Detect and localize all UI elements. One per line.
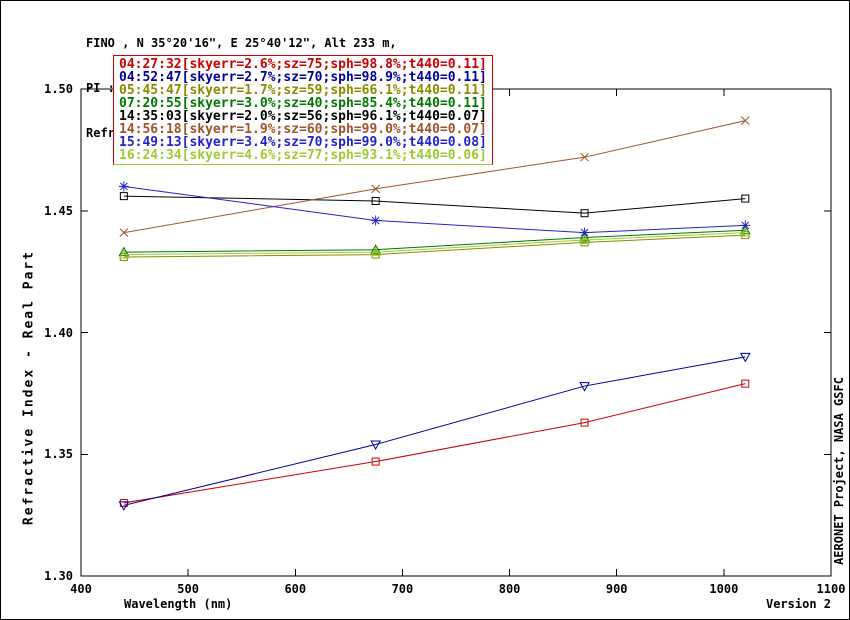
- x-axis-title: Wavelength (nm): [124, 597, 233, 611]
- legend-entry: 04:52:47[skyerr=2.7%;sz=70;sph=98.9%;t44…: [119, 70, 487, 85]
- legend-entry: 14:35:03[skyerr=2.0%;sz=56;sph=96.1%;t44…: [119, 109, 487, 124]
- y-tick-label: 1.45: [44, 203, 73, 218]
- y-tick-label: 1.50: [44, 82, 73, 96]
- x-tick-label: 1000: [709, 582, 739, 596]
- legend-entry: 15:49:13[skyerr=3.4%;sz=70;sph=99.0%;t44…: [119, 135, 487, 150]
- y-tick-label: 1.35: [44, 447, 73, 462]
- aeronet-credit-label: AERONET Project, NASA GSFC: [832, 377, 846, 565]
- legend-entry: 07:20:55[skyerr=3.0%;sz=40;sph=85.4%;t44…: [119, 96, 487, 111]
- legend-entry: 04:27:32[skyerr=2.6%;sz=75;sph=98.8%;t44…: [119, 57, 487, 72]
- x-tick-label: 600: [284, 582, 307, 596]
- series-3: [118, 224, 751, 257]
- legend-entry: 05:45:47[skyerr=1.7%;sz=59;sph=66.1%;t44…: [119, 83, 487, 98]
- version-label: Version 2: [765, 597, 831, 611]
- x-tick-label: 900: [605, 582, 628, 596]
- site-info-line: FINO , N 35°20'16", E 25°40'12", Alt 233…: [86, 36, 397, 50]
- series-4: [119, 192, 750, 218]
- y-tick-label: 1.40: [44, 325, 73, 340]
- y-tick-label: 1.30: [44, 569, 73, 583]
- series-7: [118, 227, 751, 259]
- x-tick-label: 1100: [816, 582, 846, 596]
- x-tick-label: 700: [391, 582, 414, 596]
- series-6: [118, 181, 751, 238]
- x-tick-label: 800: [498, 582, 521, 596]
- legend-box: 04:27:32[skyerr=2.6%;sz=75;sph=98.8%;t44…: [113, 55, 493, 165]
- legend-entry: 14:56:18[skyerr=1.9%;sz=60;sph=99.0%;t44…: [119, 122, 487, 137]
- y-axis-title: Refractive Index - Real Part: [21, 249, 37, 526]
- series-1: [118, 352, 751, 511]
- series-0: [119, 379, 750, 507]
- x-tick-label: 400: [70, 582, 92, 596]
- x-tick-label: 500: [177, 582, 199, 596]
- legend-entry: 16:24:34[skyerr=4.6%;sz=77;sph=93.1%;t44…: [119, 148, 487, 163]
- series-5: [119, 116, 750, 238]
